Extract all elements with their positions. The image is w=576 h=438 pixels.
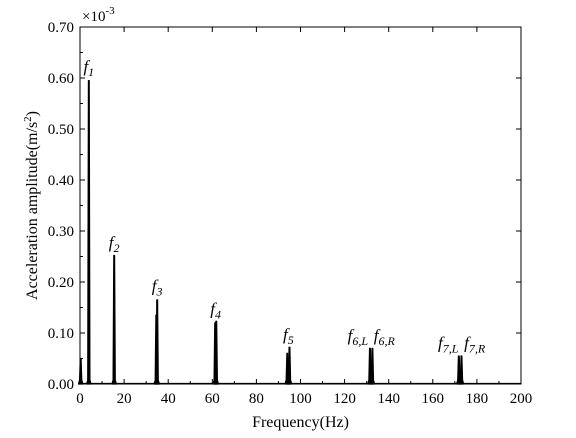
- y-axis-label-main: Acceleration amplitude(m/s: [24, 122, 41, 300]
- y-tick-label: 0.20: [48, 275, 74, 291]
- y-tick-label: 0.50: [48, 122, 74, 138]
- peak-label: f6,L: [348, 326, 369, 348]
- y-axis: 0.00 0.10 0.20 0.30 0.40 0.50 0.60 0.70: [48, 20, 521, 393]
- scale-exponent: -3: [105, 5, 115, 17]
- y-tick-label: 0.70: [48, 20, 74, 36]
- x-tick-label: 160: [422, 391, 445, 407]
- y-tick-label: 0.30: [48, 224, 74, 240]
- x-tick-label: 100: [289, 391, 312, 407]
- x-tick-label: 80: [249, 391, 264, 407]
- peak-label: f5: [283, 325, 294, 347]
- peak-label: f6,R: [374, 326, 396, 348]
- x-axis: 0 20 40 60 80 100 120 140 160 180 200: [76, 27, 532, 407]
- x-tick-label: 20: [117, 391, 132, 407]
- x-tick-label: 0: [76, 391, 84, 407]
- peak-label: f3: [152, 276, 163, 298]
- x-tick-label: 40: [161, 391, 176, 407]
- y-axis-label-close: ): [24, 111, 41, 116]
- plot-frame: [79, 26, 522, 385]
- y-tick-label: 0.40: [48, 173, 74, 189]
- scale-base: ×10: [82, 9, 105, 25]
- y-axis-label: Acceleration amplitude(m/s2): [22, 111, 41, 300]
- spectrum-peak: [77, 357, 84, 385]
- x-tick-label: 200: [510, 391, 533, 407]
- spectrum-peak: [86, 79, 92, 385]
- peak-label: f7,L: [438, 333, 459, 355]
- peak-label: f4: [210, 299, 221, 321]
- spectrum-peak: [111, 254, 117, 385]
- x-tick-label: 120: [333, 391, 356, 407]
- x-tick-label: 180: [466, 391, 489, 407]
- x-axis-label: Frequency(Hz): [252, 414, 349, 431]
- x-tick-label: 140: [377, 391, 400, 407]
- peak-label: f2: [109, 233, 120, 255]
- peaks-layer: [77, 79, 521, 385]
- peak-annotations: f1 f2 f3 f4 f5 f6,L f6,R f7,L f7,R: [83, 57, 485, 355]
- peak-label: f7,R: [464, 333, 486, 355]
- y-tick-label: 0.00: [48, 377, 74, 393]
- y-tick-label: 0.10: [48, 326, 74, 342]
- axis-scale-factor: ×10-3: [82, 5, 115, 25]
- y-tick-label: 0.60: [48, 71, 74, 87]
- x-tick-label: 60: [205, 391, 220, 407]
- y-axis-label-exponent: 2: [22, 116, 34, 122]
- peak-label: f1: [83, 57, 94, 79]
